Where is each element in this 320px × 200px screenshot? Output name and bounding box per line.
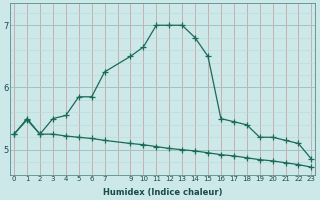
X-axis label: Humidex (Indice chaleur): Humidex (Indice chaleur) (103, 188, 222, 197)
